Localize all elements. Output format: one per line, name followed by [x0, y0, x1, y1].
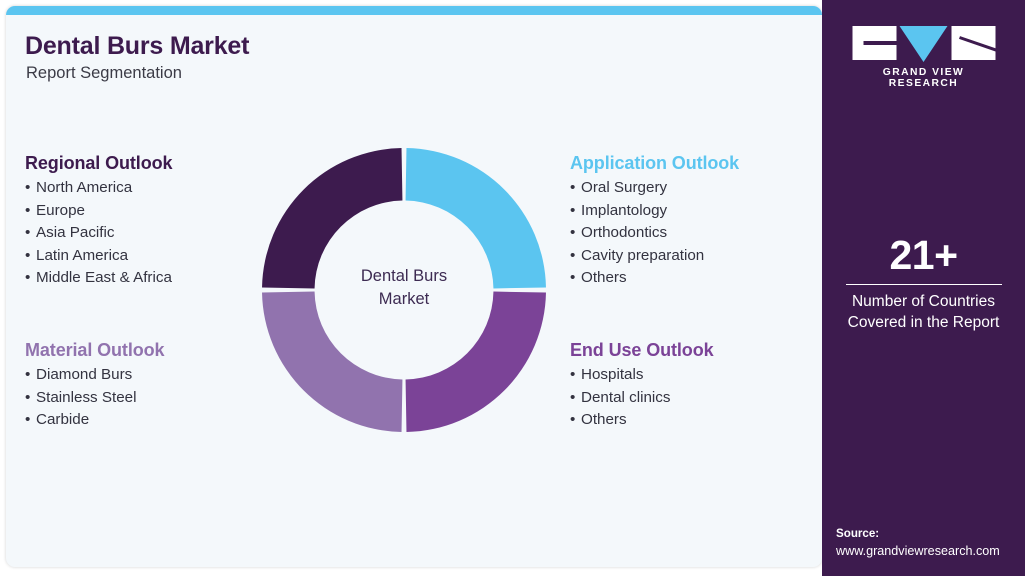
donut-segment [262, 291, 403, 432]
donut-chart-svg [262, 148, 546, 432]
stat-number: 21+ [889, 232, 958, 278]
list-item: North America [25, 177, 172, 200]
donut-segment [405, 291, 546, 432]
donut-segment [262, 148, 403, 289]
logo-r-icon [951, 26, 995, 60]
logo-wordmark: GRAND VIEW RESEARCH [882, 67, 965, 89]
source-label: Source: [836, 527, 880, 540]
logo-g-icon [852, 26, 896, 60]
list-item: Orthodontics [570, 222, 739, 245]
segment-list-regional: North America Europe Asia Pacific Latin … [25, 177, 172, 290]
list-item: Oral Surgery [570, 177, 739, 200]
donut-center-label: Dental Burs Market [260, 265, 548, 311]
source-url[interactable]: www.grandviewresearch.com [836, 544, 1000, 558]
stat-caption: Number of Countries Covered in the Repor… [822, 292, 1025, 333]
list-item: Others [570, 409, 714, 432]
segment-heading-application: Application Outlook [570, 153, 740, 173]
list-item: Dental clinics [570, 387, 714, 410]
list-item: Diamond Burs [25, 364, 164, 387]
stat-caption-line1: Number of Countries [851, 293, 995, 310]
segment-list-application: Oral Surgery Implantology Orthodontics C… [570, 177, 739, 290]
stat-divider [845, 284, 1002, 285]
list-item: Middle East & Africa [25, 267, 172, 290]
list-item: Europe [25, 200, 172, 223]
list-item: Implantology [570, 200, 739, 223]
list-item: Others [570, 267, 739, 290]
segment-block-enduse: End Use Outlook Hospitals Dental clinics… [570, 340, 714, 432]
top-accent-bar [6, 6, 822, 15]
country-stat: 21+ Number of Countries Covered in the R… [822, 232, 1025, 333]
list-item: Cavity preparation [570, 245, 739, 268]
sidebar-panel: GRAND VIEW RESEARCH 21+ Number of Countr… [822, 0, 1025, 576]
segment-block-material: Material Outlook Diamond Burs Stainless … [25, 340, 165, 432]
list-item: Latin America [25, 245, 172, 268]
segment-block-application: Application Outlook Oral Surgery Implant… [570, 153, 739, 290]
page-subtitle: Report Segmentation [26, 64, 182, 82]
main-panel: Dental Burs Market Report Segmentation R… [6, 6, 822, 567]
list-item: Carbide [25, 409, 164, 432]
list-item: Hospitals [570, 364, 714, 387]
donut-center-line1: Dental Burs [360, 267, 448, 285]
logo-marks [852, 26, 995, 62]
segment-list-material: Diamond Burs Stainless Steel Carbide [25, 364, 164, 432]
segment-heading-enduse: End Use Outlook [570, 340, 714, 360]
donut-segment [405, 148, 546, 289]
donut-chart: Dental Burs Market [260, 146, 548, 434]
segment-list-enduse: Hospitals Dental clinics Others [570, 364, 714, 432]
list-item: Asia Pacific [25, 222, 172, 245]
donut-center-line2: Market [378, 290, 430, 308]
list-item: Stainless Steel [25, 387, 164, 410]
page-title: Dental Burs Market [25, 32, 250, 60]
source-footer: Source: www.grandviewresearch.com [836, 525, 1025, 560]
segment-block-regional: Regional Outlook North America Europe As… [25, 153, 173, 290]
logo-v-triangle-icon [899, 26, 948, 62]
segment-heading-regional: Regional Outlook [25, 153, 173, 173]
stat-caption-line2: Covered in the Report [847, 313, 1000, 331]
segment-heading-material: Material Outlook [25, 340, 165, 360]
brand-logo: GRAND VIEW RESEARCH [852, 26, 995, 89]
